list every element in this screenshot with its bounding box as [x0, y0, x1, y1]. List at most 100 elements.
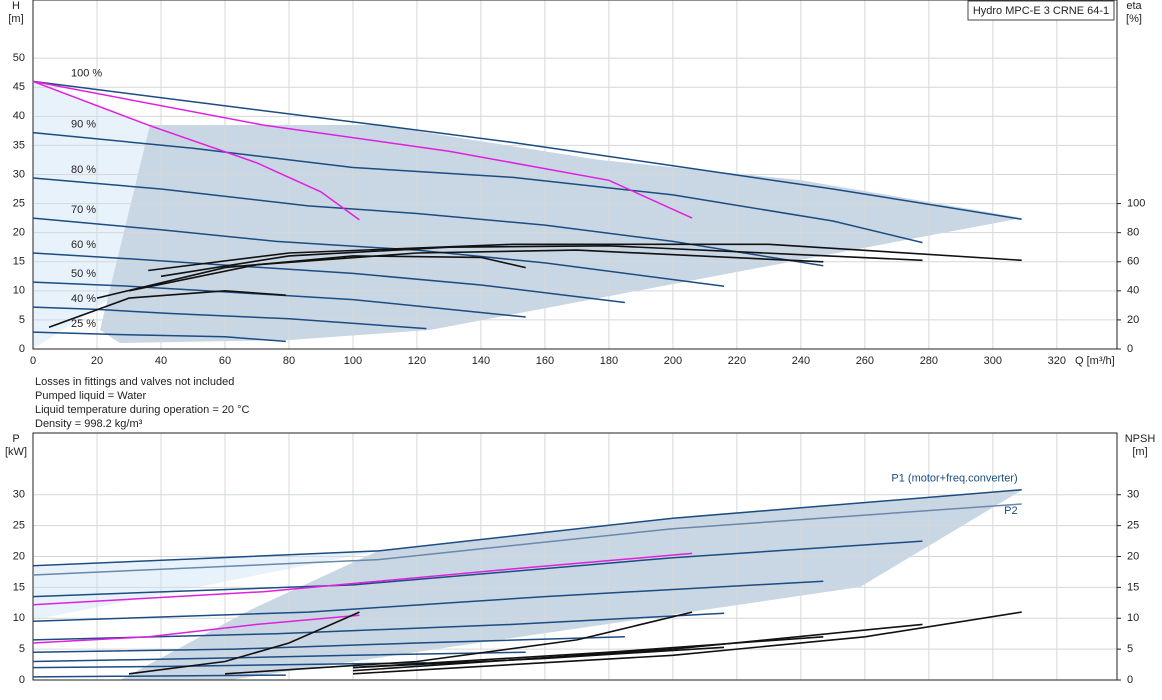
y2-tick-label: 60	[1127, 256, 1139, 268]
curve	[32, 580, 824, 623]
speed-label: 80 %	[71, 164, 96, 176]
x-tick-label: 80	[283, 355, 295, 367]
shading	[33, 82, 1022, 680]
x-tick-label: 220	[728, 355, 746, 367]
y-tick-label: 30	[13, 489, 25, 501]
y-tick-label: 15	[13, 256, 25, 268]
x-tick-label: 0	[30, 355, 36, 367]
legend-box	[967, 0, 1115, 21]
x-tick-label: 40	[155, 355, 167, 367]
y2-tick-label: 10	[1127, 612, 1139, 624]
note: Pumped liquid = Water	[35, 390, 147, 402]
note: Losses in fittings and valves not includ…	[35, 376, 234, 388]
y2-tick-label: 80	[1127, 227, 1139, 239]
y2-tick-label: 25	[1127, 520, 1139, 532]
y2-unit: [m]	[1132, 446, 1147, 458]
y-tick-label: 5	[19, 314, 25, 326]
x-tick-label: 180	[600, 355, 618, 367]
curve	[352, 646, 725, 669]
curve	[32, 331, 286, 343]
curve	[32, 614, 360, 644]
y2-tick-label: 0	[1127, 674, 1133, 686]
y2-tick-label: 5	[1127, 643, 1133, 655]
y-tick-label: 5	[19, 643, 25, 655]
x-tick-label: 280	[920, 355, 938, 367]
note: Density = 998.2 kg/m³	[35, 418, 143, 430]
curve	[32, 503, 1022, 576]
x-tick-label: 120	[408, 355, 426, 367]
y-label: H	[12, 0, 20, 12]
x-tick-label: 140	[472, 355, 490, 367]
area	[33, 551, 378, 620]
chart-title: Hydro MPC-E 3 CRNE 64-1	[973, 5, 1109, 17]
curve	[352, 623, 923, 672]
curve	[96, 255, 526, 299]
speed-label: 70 %	[71, 204, 96, 216]
x-tick-label: 200	[664, 355, 682, 367]
curve	[32, 651, 526, 663]
curve	[352, 611, 1022, 675]
x-tick-label: 240	[792, 355, 810, 367]
curve-label: P1 (motor+freq.converter)	[891, 473, 1017, 485]
curve	[32, 80, 360, 221]
area	[120, 490, 1022, 680]
y2-tick-label: 100	[1127, 197, 1145, 209]
y2-tick-label: 20	[1127, 314, 1139, 326]
speed-label: 40 %	[71, 293, 96, 305]
plot-frame	[32, 0, 1118, 350]
x-tick-label: 300	[984, 355, 1002, 367]
y2-tick-label: 15	[1127, 581, 1139, 593]
curve	[32, 306, 427, 330]
y-tick-label: 30	[13, 168, 25, 180]
y-tick-label: 10	[13, 612, 25, 624]
speed-label: 25 %	[71, 318, 96, 330]
curve	[160, 244, 923, 278]
curve	[32, 661, 427, 669]
curve	[32, 636, 625, 653]
speed-label: 50 %	[71, 268, 96, 280]
curve-label: P2	[1004, 505, 1017, 517]
curve	[32, 552, 693, 606]
speed-label: 90 %	[71, 119, 96, 131]
y-tick-label: 40	[13, 110, 25, 122]
y2-tick-label: 20	[1127, 550, 1139, 562]
curve	[32, 674, 286, 678]
y-tick-label: 25	[13, 197, 25, 209]
y-tick-label: 50	[13, 52, 25, 64]
y-tick-label: 10	[13, 285, 25, 297]
curve	[32, 217, 725, 287]
y2-tick-label: 30	[1127, 489, 1139, 501]
curve	[224, 611, 693, 675]
curve	[32, 252, 625, 304]
curve	[32, 489, 1022, 567]
y2-label: eta	[1126, 0, 1142, 12]
y-tick-label: 0	[19, 674, 25, 686]
y-unit: [kW]	[5, 446, 27, 458]
curve	[32, 281, 526, 318]
curve	[128, 249, 824, 292]
y-tick-label: 20	[13, 550, 25, 562]
curve	[32, 131, 923, 244]
x-tick-label: 260	[856, 355, 874, 367]
y-label: P	[12, 433, 19, 445]
y2-tick-label: 0	[1127, 343, 1133, 355]
x-tick-label: 20	[91, 355, 103, 367]
y-tick-label: 15	[13, 581, 25, 593]
speed-label: 100 %	[71, 67, 102, 79]
y2-tick-label: 40	[1127, 285, 1139, 297]
curve	[148, 243, 1022, 272]
curve	[32, 80, 1022, 221]
y-unit: [m]	[8, 13, 23, 25]
y-tick-label: 45	[13, 81, 25, 93]
x-label: Q [m³/h]	[1075, 355, 1115, 367]
curve	[32, 540, 923, 598]
curve	[32, 80, 693, 219]
curve	[128, 611, 360, 675]
x-tick-label: 320	[1048, 355, 1066, 367]
curve	[32, 177, 824, 267]
curve	[352, 636, 824, 669]
y-tick-label: 35	[13, 139, 25, 151]
x-tick-label: 100	[344, 355, 362, 367]
